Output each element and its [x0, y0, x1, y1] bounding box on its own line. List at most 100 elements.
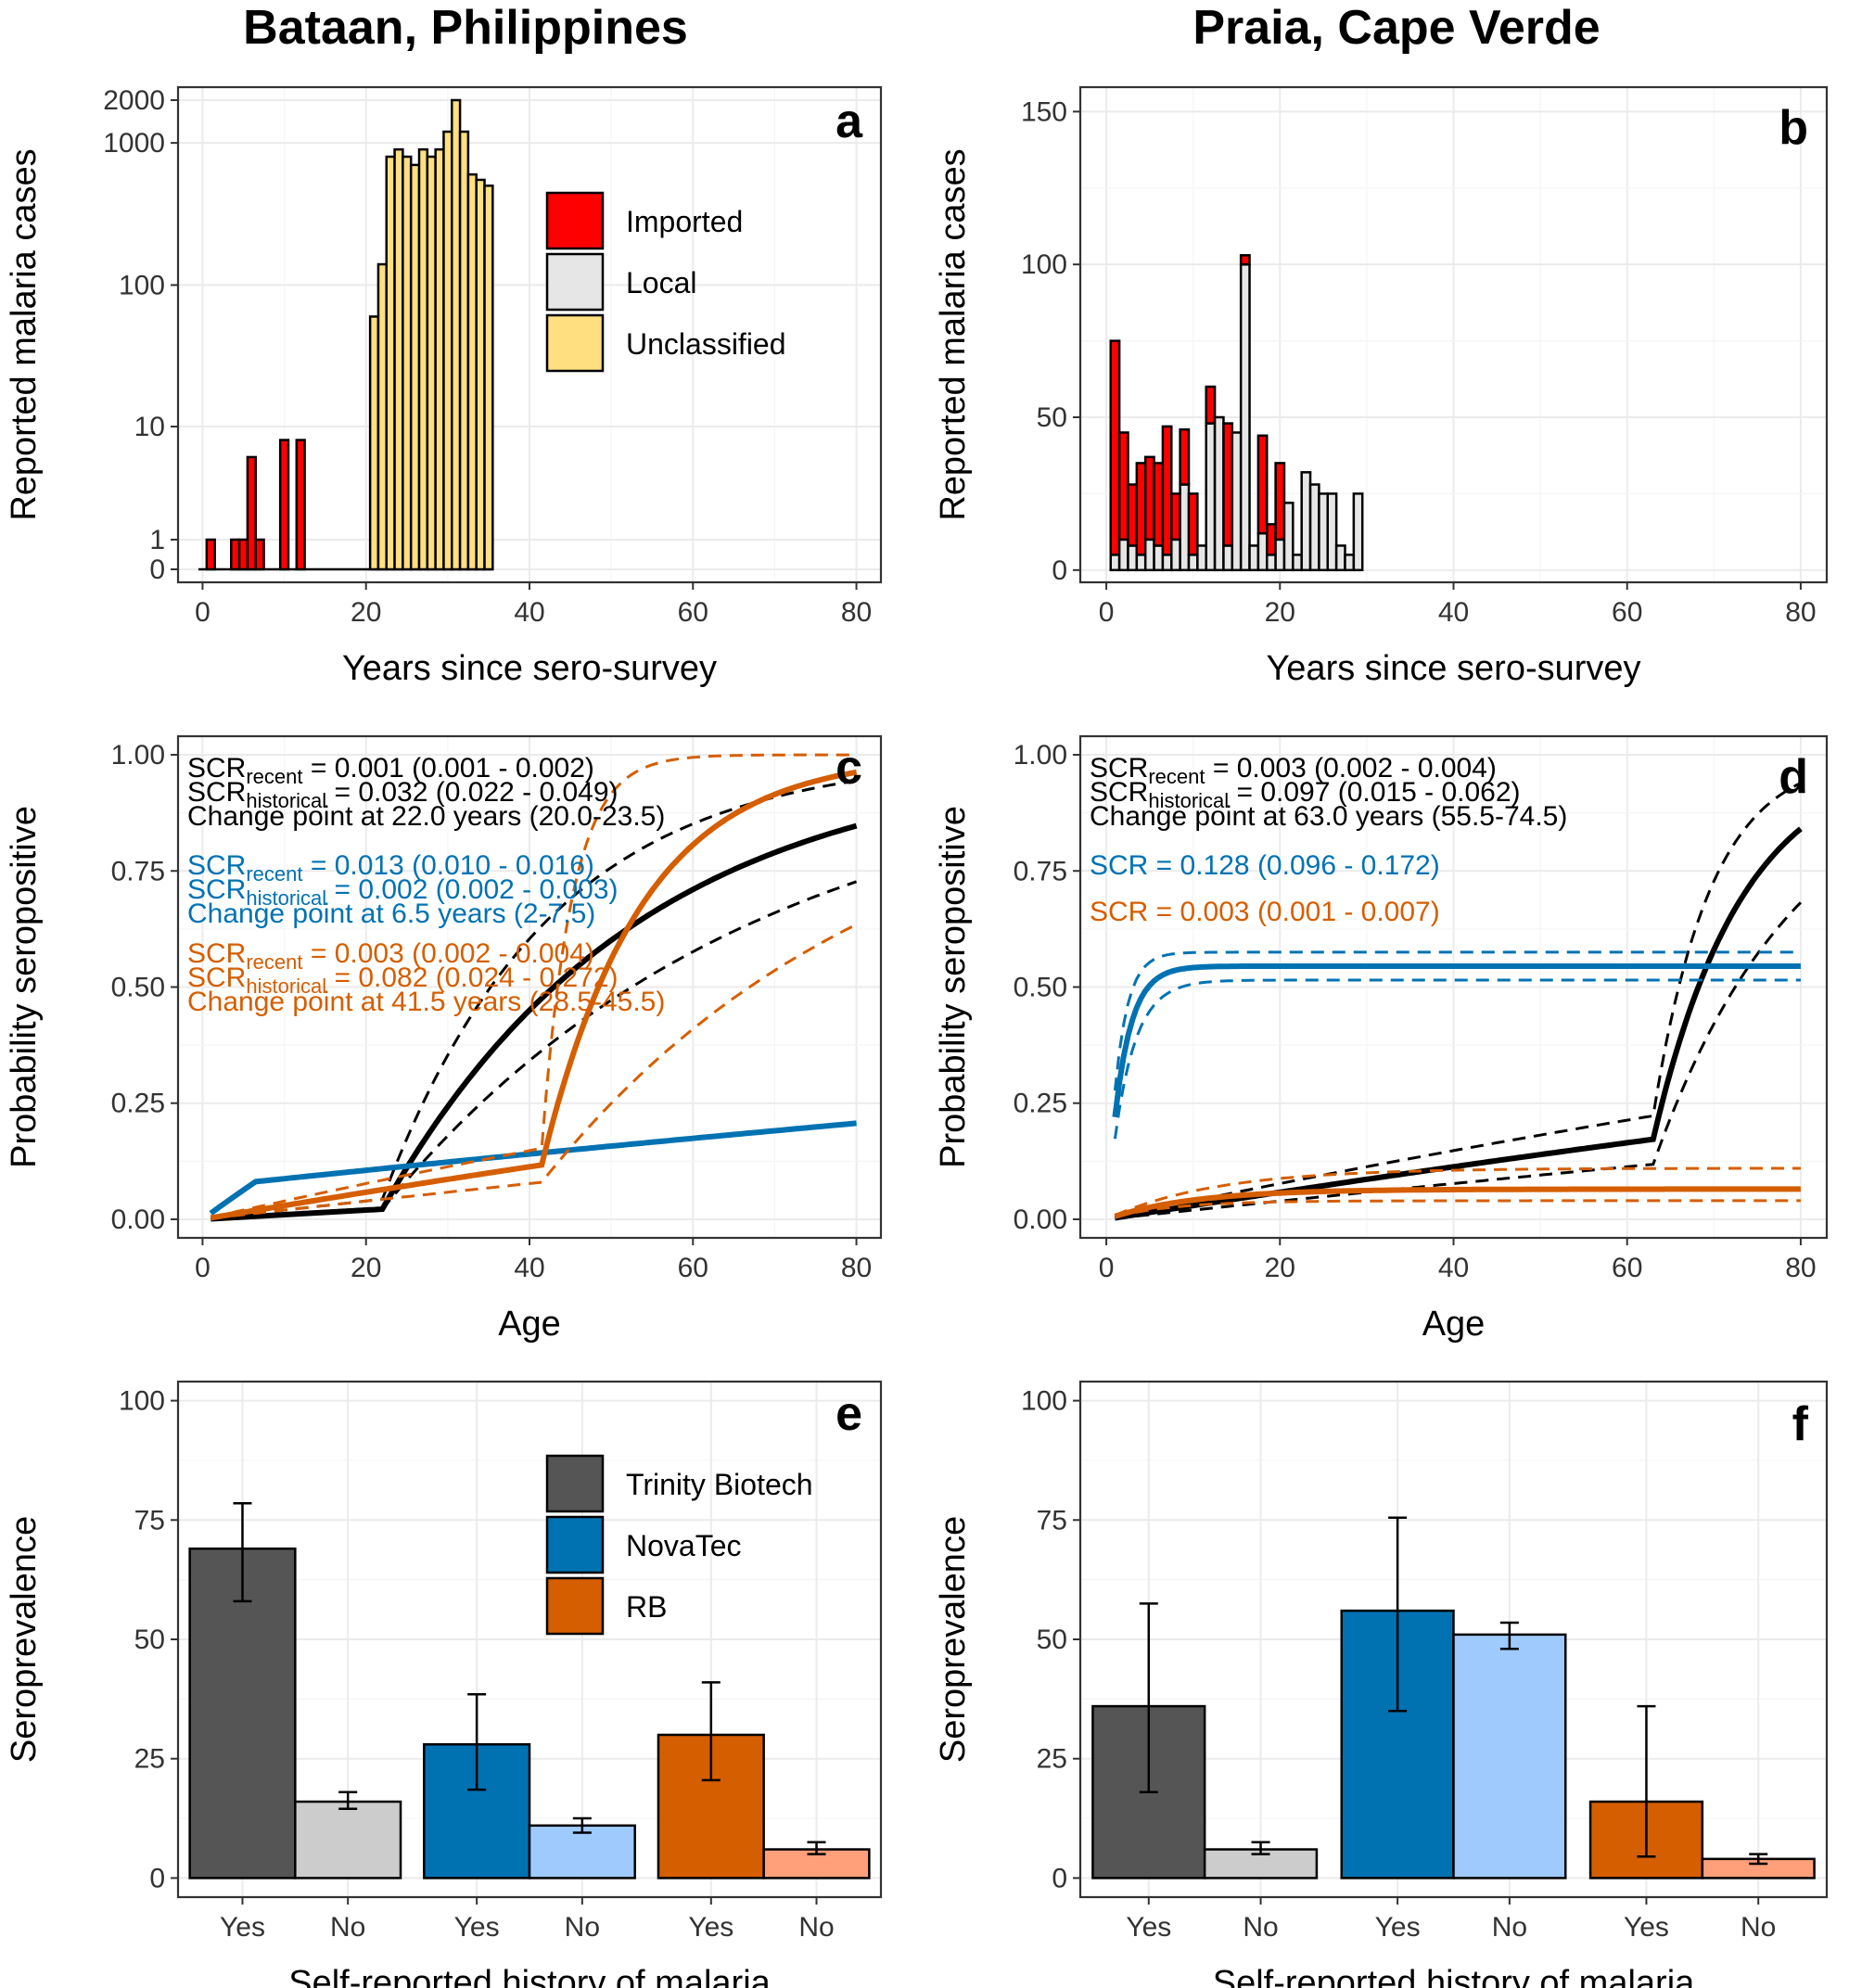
legend-key	[545, 1515, 605, 1574]
x-tick-label: 0	[1099, 597, 1115, 628]
x-tick-label: 20	[351, 1253, 381, 1283]
bar-imported	[246, 455, 257, 571]
bar-local	[1300, 471, 1312, 572]
curve-ci-low	[1113, 978, 1801, 1140]
x-tick-label: 20	[1265, 597, 1295, 628]
annotation-line: SCR = 0.128 (0.096 - 0.172)	[1090, 850, 1440, 881]
bar-unclassified	[434, 147, 445, 571]
bar-imported	[1205, 385, 1217, 425]
bar-unclassified	[385, 155, 396, 571]
x-tick-label: 40	[1438, 597, 1469, 628]
plot-border	[176, 85, 883, 584]
y-tick-label: 25	[134, 1744, 165, 1775]
bar-imported	[295, 439, 306, 571]
legend-key	[545, 191, 605, 250]
plot-border	[1078, 1380, 1829, 1899]
y-tick-label: 50	[1037, 1625, 1067, 1655]
x-axis-title: Self-reported history of malaria	[1213, 1964, 1695, 1988]
bar-unclassified	[368, 315, 380, 571]
legend-label: Unclassified	[626, 327, 786, 361]
x-tick-label: 0	[195, 597, 210, 628]
annotation-line: SCRhistorical = 0.082 (0.024 - 0.272)	[187, 962, 619, 998]
panel-letter-f: f	[1792, 1397, 1809, 1451]
y-tick-label: 150	[1021, 96, 1067, 127]
bar-local	[1248, 544, 1260, 572]
y-tick-label: 0.00	[111, 1204, 165, 1235]
bar-unclassified	[393, 147, 404, 571]
y-tick-label: 100	[119, 270, 165, 300]
bar-local	[1127, 544, 1139, 572]
bar-imported	[1179, 427, 1191, 486]
bar-local	[1282, 502, 1294, 572]
x-tick-label: 60	[678, 1253, 708, 1283]
panel-a: 0 20 40 60 80011010010002000ImportedLocalUnc…	[5, 85, 883, 688]
bar-imported	[237, 538, 249, 571]
annotation-line: SCRrecent = 0.003 (0.002 - 0.004)	[187, 938, 594, 974]
x-tick-label: 80	[841, 1253, 872, 1283]
bar-imported	[1127, 483, 1139, 547]
bar-local	[1326, 492, 1338, 572]
plot-border	[176, 1380, 883, 1899]
annotation-line: SCRhistorical = 0.097 (0.015 - 0.062)	[1090, 777, 1521, 812]
legend-label: Trinity Biotech	[626, 1468, 813, 1501]
y-axis-title: Seroprevalence	[934, 1516, 973, 1763]
y-tick-label: 0.50	[1014, 973, 1067, 1003]
x-tick-label: No	[1243, 1912, 1278, 1943]
bar-local	[1170, 538, 1181, 572]
bar-trinity_no	[294, 1800, 402, 1880]
bar-imported	[1161, 425, 1173, 556]
bar-local	[1352, 492, 1364, 572]
x-tick-label: 60	[678, 597, 708, 628]
y-tick-label: 0.75	[111, 856, 165, 886]
bar-local	[1187, 554, 1199, 572]
bar-imported	[1153, 462, 1165, 547]
y-tick-label: 0.00	[1014, 1204, 1067, 1235]
bar-local	[1179, 483, 1191, 572]
annotation-line: SCR = 0.003 (0.001 - 0.007)	[1090, 897, 1440, 927]
y-tick-label: 50	[1037, 402, 1067, 433]
panel-b: 0 20 40 60 80 0 50 100 150 b Years since sero-surv…	[934, 85, 1829, 688]
bar-unclassified	[417, 147, 429, 571]
bar-local	[1292, 554, 1303, 572]
bar-local	[1161, 554, 1173, 572]
curve-trinity-biotech	[210, 822, 858, 1222]
x-tick-label: 0	[1099, 1253, 1115, 1283]
curve-ci-high	[210, 753, 857, 1219]
x-tick-label: 40	[1438, 1253, 1469, 1283]
plot-border	[1078, 85, 1829, 584]
panel-f: Yes No Yes No Yes No 0 25 50 75 100 f Self-reported …	[934, 1380, 1829, 1988]
legend-key	[545, 1454, 605, 1513]
y-axis-title: Probability seropositive	[5, 806, 44, 1168]
bar-unclassified	[458, 130, 470, 571]
bar-imported	[1256, 434, 1269, 535]
legend: Imported Local Unclassified	[545, 191, 786, 373]
x-axis-title: Years since sero-survey	[342, 649, 717, 688]
bar-local	[1117, 538, 1129, 572]
y-tick-label: 1.00	[111, 740, 165, 771]
curve-ci-high	[1114, 1166, 1801, 1217]
title-left: Bataan, Philippines	[243, 1, 688, 55]
bar-novatec_no	[528, 1824, 636, 1880]
y-tick-label: 50	[134, 1625, 165, 1655]
x-tick-label: 0	[195, 1253, 210, 1283]
bar-local	[1266, 554, 1277, 572]
bar-local	[1239, 262, 1251, 572]
bar-imported	[1266, 523, 1277, 556]
bar-unclassified	[376, 262, 389, 571]
x-axis-title: Years since sero-survey	[1266, 649, 1640, 688]
legend: Trinity Biotech NovaTec RB	[545, 1454, 813, 1636]
x-tick-label: Yes	[220, 1912, 265, 1943]
y-axis-title: Probability seropositive	[934, 806, 973, 1168]
legend-key	[545, 313, 605, 373]
x-tick-label: 40	[514, 597, 544, 628]
bar-trinity_yes	[188, 1547, 297, 1880]
curve-ci-low	[210, 923, 858, 1220]
legend-label: Imported	[626, 205, 743, 238]
y-axis-title: Reported malaria cases	[5, 148, 44, 520]
y-tick-label: 0	[149, 1863, 165, 1893]
bar-local	[1231, 431, 1243, 572]
x-tick-label: Yes	[688, 1912, 733, 1943]
panel-letter-e: e	[835, 1387, 862, 1441]
x-tick-label: No	[1492, 1912, 1527, 1943]
x-tick-label: 20	[351, 597, 381, 628]
